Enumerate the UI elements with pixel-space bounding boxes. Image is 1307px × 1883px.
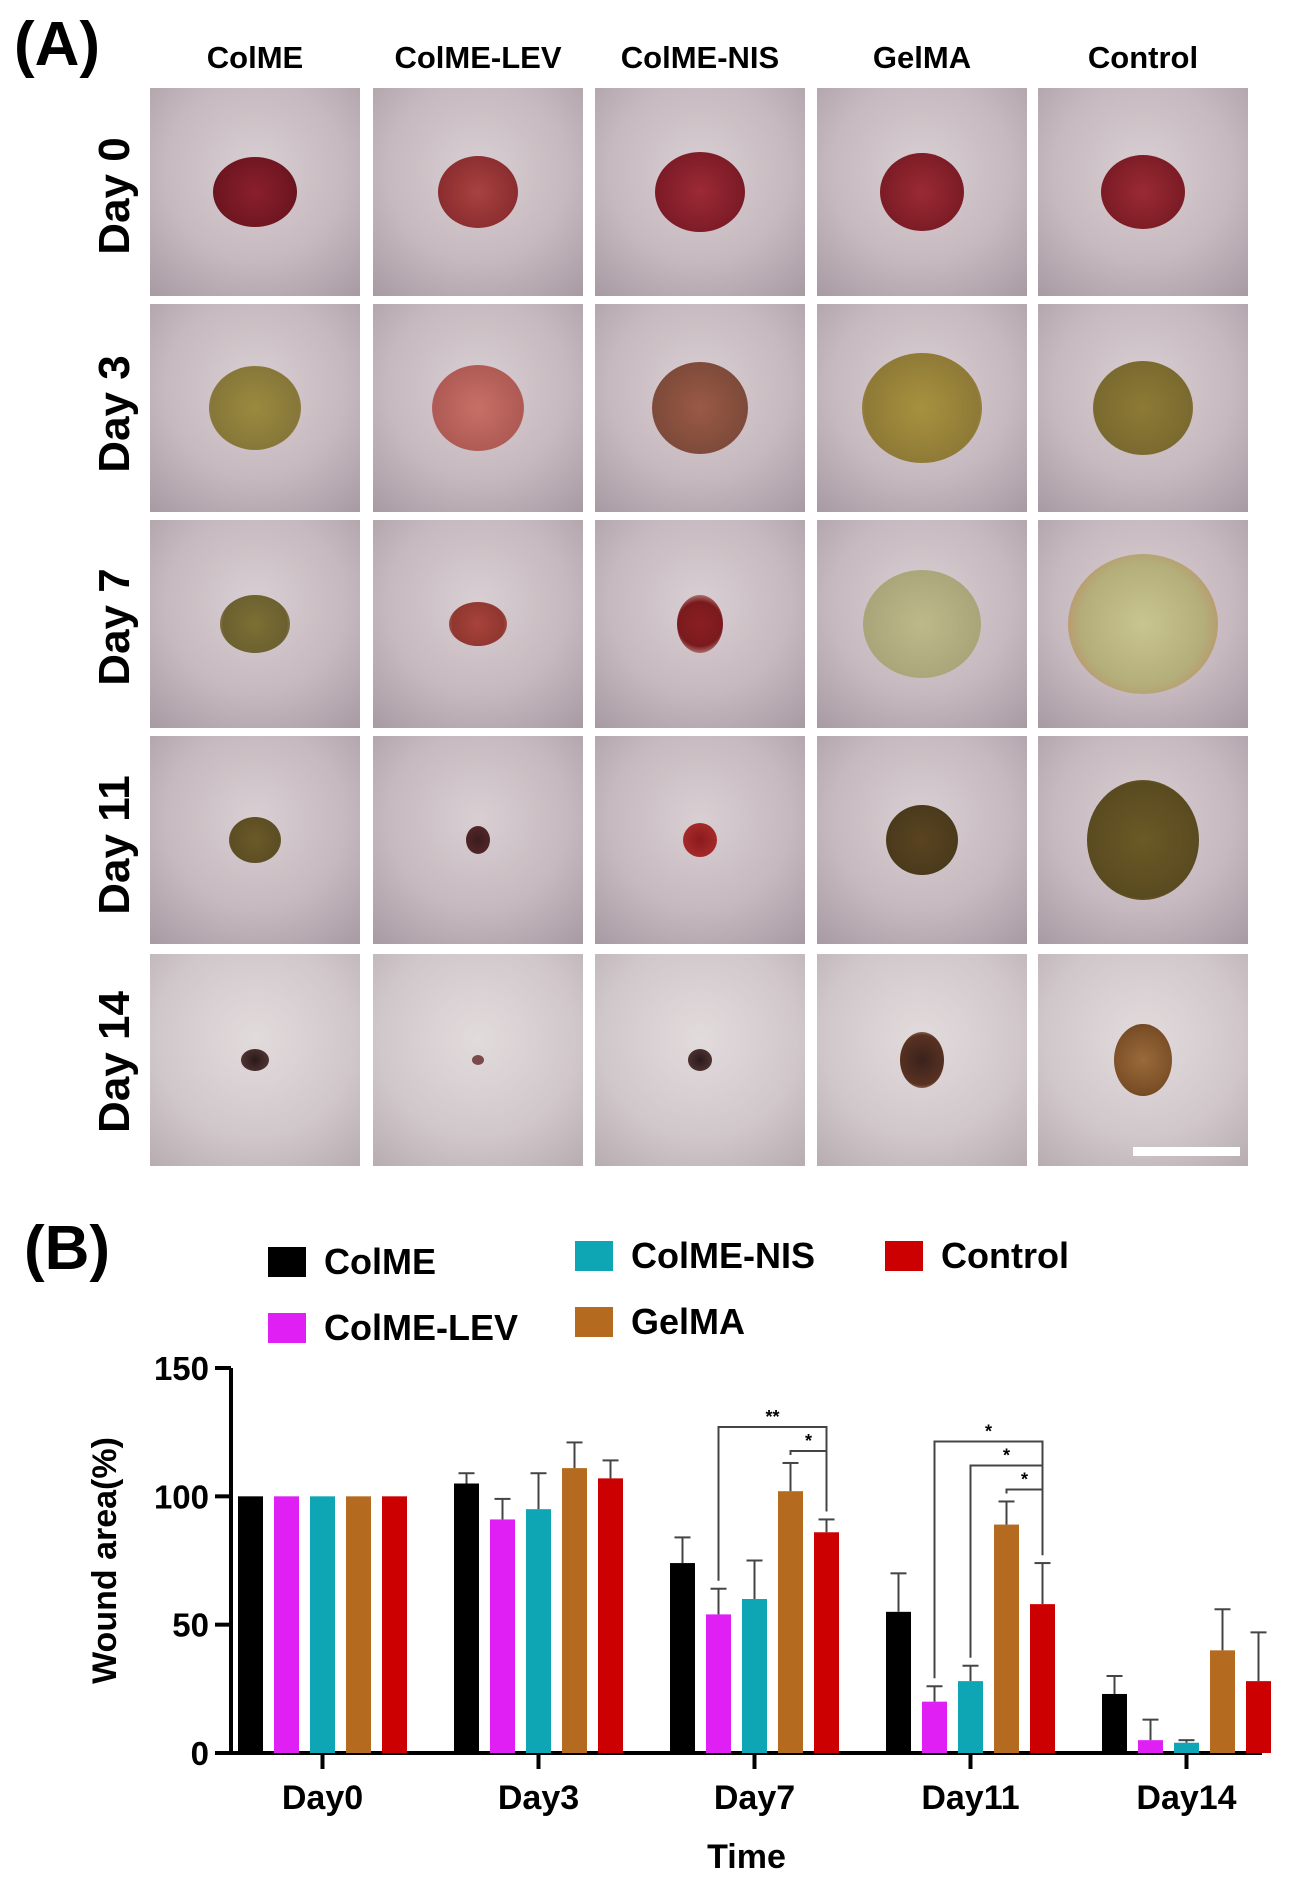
x-axis-title: Time xyxy=(707,1838,786,1876)
y-tick-label: 150 xyxy=(154,1350,209,1387)
significance-label: * xyxy=(1021,1469,1028,1489)
bar-colme-nis-day14 xyxy=(1174,1742,1199,1753)
wound-photo xyxy=(1038,736,1248,944)
panel-b-label: (B) xyxy=(24,1214,111,1283)
bar-colme-day14 xyxy=(1102,1693,1127,1753)
significance-label: * xyxy=(985,1421,992,1441)
legend-label: ColME xyxy=(324,1241,436,1282)
x-tick-label: Day11 xyxy=(921,1779,1019,1817)
wound-photo xyxy=(150,520,360,728)
bar-gelma-day11 xyxy=(994,1524,1019,1753)
x-tick-label: Day3 xyxy=(498,1779,579,1817)
bar-gelma-day0 xyxy=(346,1496,371,1753)
wound-photo xyxy=(373,736,583,944)
wound-photo xyxy=(1038,304,1248,512)
wound-photo xyxy=(817,88,1027,296)
bar-colme-nis-day3 xyxy=(526,1509,551,1753)
bar-gelma-day3 xyxy=(562,1468,587,1753)
wound-photo xyxy=(373,304,583,512)
wound-photo xyxy=(595,520,805,728)
bar-colme-day7 xyxy=(670,1563,695,1753)
x-tick-label: Day14 xyxy=(1136,1779,1236,1817)
legend-label: ColME-LEV xyxy=(324,1307,518,1348)
column-header-control: Control xyxy=(1087,40,1199,75)
legend-swatch xyxy=(268,1313,306,1343)
wound-photo xyxy=(373,954,583,1166)
significance-label: * xyxy=(805,1431,812,1451)
legend-label: GelMA xyxy=(631,1301,746,1342)
x-tick-label: Day0 xyxy=(282,1779,363,1817)
wound-photo xyxy=(1038,88,1248,296)
bar-colme-nis-day11 xyxy=(958,1681,983,1753)
wound-photo xyxy=(150,88,360,296)
bar-colme-lev-day3 xyxy=(490,1519,515,1753)
wound-photo xyxy=(595,954,805,1166)
y-tick-label: 0 xyxy=(191,1735,209,1772)
legend-label: Control xyxy=(941,1235,1069,1276)
legend-swatch xyxy=(575,1307,613,1337)
wound-photo xyxy=(817,304,1027,512)
y-tick-label: 100 xyxy=(154,1478,209,1515)
column-header-gelma: GelMA xyxy=(872,40,972,75)
bar-control-day7 xyxy=(814,1532,839,1753)
legend-label: ColME-NIS xyxy=(631,1235,815,1276)
bar-colme-lev-day14 xyxy=(1138,1740,1163,1753)
bar-colme-lev-day11 xyxy=(922,1701,947,1753)
bar-colme-lev-day0 xyxy=(274,1496,299,1753)
bar-control-day3 xyxy=(598,1478,623,1753)
wound-photo xyxy=(1038,954,1248,1166)
column-header-colme-nis: ColME-NIS xyxy=(620,40,780,75)
bar-colme-nis-day7 xyxy=(742,1599,767,1753)
legend-swatch xyxy=(885,1241,923,1271)
significance-label: ** xyxy=(765,1407,779,1427)
legend-item-colme-nis: ColME-NIS xyxy=(575,1235,815,1276)
panel-a-label: (A) xyxy=(14,10,101,79)
wound-photo xyxy=(373,520,583,728)
bar-colme-day11 xyxy=(886,1611,911,1753)
wound-photo xyxy=(817,954,1027,1166)
legend-item-colme-lev: ColME-LEV xyxy=(268,1307,518,1348)
scale-bar xyxy=(1133,1147,1240,1156)
wound-photo xyxy=(817,520,1027,728)
significance-bracket xyxy=(717,1425,828,1581)
bar-colme-lev-day7 xyxy=(706,1614,731,1753)
y-axis-title: Wound area(%) xyxy=(86,1437,124,1684)
bar-gelma-day14 xyxy=(1210,1650,1235,1753)
column-header-colme-lev: ColME-LEV xyxy=(394,40,562,75)
column-header-colme: ColME xyxy=(206,40,304,75)
wound-photo xyxy=(1038,520,1248,728)
bar-gelma-day7 xyxy=(778,1491,803,1753)
legend-swatch xyxy=(268,1247,306,1277)
bar-colme-day3 xyxy=(454,1483,479,1753)
wound-photo xyxy=(595,736,805,944)
bar-control-day11 xyxy=(1030,1604,1055,1753)
bar-control-day14 xyxy=(1246,1681,1271,1753)
significance-bracket xyxy=(933,1440,1044,1679)
bar-control-day0 xyxy=(382,1496,407,1753)
y-tick-label: 50 xyxy=(172,1607,209,1644)
legend-swatch xyxy=(575,1241,613,1271)
wound-photo xyxy=(150,304,360,512)
wound-photo xyxy=(150,954,360,1166)
wound-photo xyxy=(817,736,1027,944)
wound-photo xyxy=(595,304,805,512)
legend-item-control: Control xyxy=(885,1235,1069,1276)
wound-photo xyxy=(595,88,805,296)
wound-photo xyxy=(150,736,360,944)
wound-photo xyxy=(373,88,583,296)
bar-colme-nis-day0 xyxy=(310,1496,335,1753)
x-tick-label: Day7 xyxy=(714,1779,795,1817)
bar-colme-day0 xyxy=(238,1496,263,1753)
legend-item-colme: ColME xyxy=(268,1241,436,1282)
significance-label: * xyxy=(1003,1445,1010,1465)
legend-item-gelma: GelMA xyxy=(575,1301,746,1342)
